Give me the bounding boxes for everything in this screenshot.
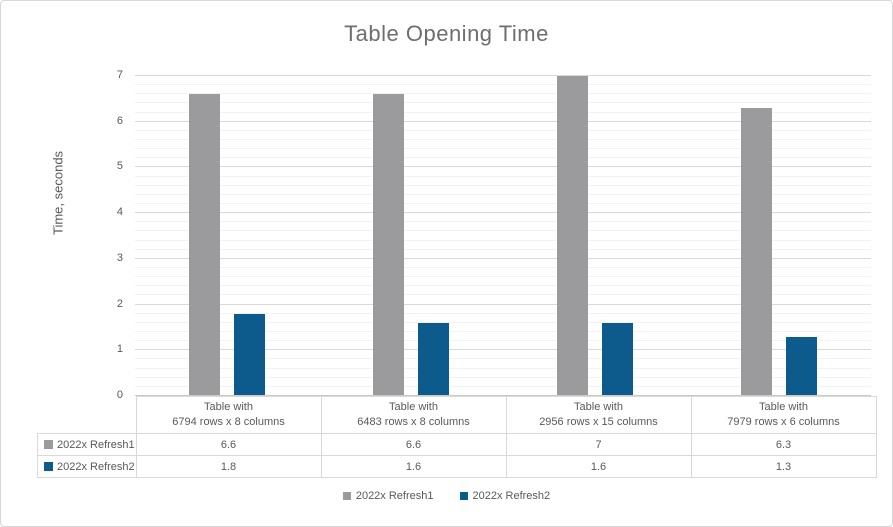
minor-gridline (135, 184, 871, 186)
data-table: Table with 6794 rows x 8 columns Table wit… (37, 396, 877, 478)
minor-gridline (135, 385, 871, 387)
category-line1: Table with (574, 401, 623, 413)
minor-gridline (135, 376, 871, 378)
bar-group (135, 76, 319, 396)
legend-item: 2022x Refresh1 (342, 490, 434, 502)
series-swatch-icon (44, 461, 53, 471)
category-line1: Table with (204, 401, 253, 413)
value-cell: 6.6 (135, 433, 322, 456)
minor-gridline (135, 285, 871, 287)
legend: 2022x Refresh1 2022x Refresh2 (1, 490, 892, 502)
table-header-row: Table with 6794 rows x 8 columns Table wit… (38, 396, 877, 434)
series-name: 2022x Refresh2 (57, 460, 135, 473)
series-row-header: 2022x Refresh2 (37, 455, 137, 478)
value-cell: 6.3 (690, 433, 877, 456)
bar-2022x-refresh2 (418, 322, 449, 396)
major-gridline (135, 257, 871, 259)
minor-gridline (135, 221, 871, 223)
bar-2022x-refresh2 (786, 336, 817, 396)
minor-gridline (135, 367, 871, 369)
major-gridline (135, 349, 871, 351)
category-line2: 2956 rows x 15 columns (539, 416, 658, 428)
category-line1: Table with (759, 401, 808, 413)
minor-gridline (135, 175, 871, 177)
y-tick-label: 2 (116, 297, 123, 310)
value-cell: 1.3 (690, 455, 877, 478)
minor-gridline (135, 312, 871, 314)
category-header-cell: Table with 6794 rows x 8 columns (135, 396, 322, 434)
bar-2022x-refresh1 (373, 94, 404, 396)
series-swatch-icon (44, 439, 53, 449)
y-axis-tick-labels: 0 1 2 3 4 5 6 7 (97, 69, 129, 401)
major-gridline (135, 120, 871, 122)
minor-gridline (135, 129, 871, 131)
minor-gridline (135, 276, 871, 278)
major-gridline (135, 212, 871, 214)
value-cell: 7 (505, 433, 692, 456)
minor-gridline (135, 111, 871, 113)
value-cell: 1.6 (505, 455, 692, 478)
chart-title: Table Opening Time (344, 21, 549, 46)
minor-gridline (135, 102, 871, 104)
series-name: 2022x Refresh1 (57, 438, 135, 451)
legend-item: 2022x Refresh2 (459, 490, 551, 502)
category-line2: 6483 rows x 8 columns (357, 416, 470, 428)
major-gridline (135, 166, 871, 168)
minor-gridline (135, 230, 871, 232)
minor-gridline (135, 321, 871, 323)
value-cell: 1.8 (135, 455, 322, 478)
minor-gridline (135, 139, 871, 140)
y-tick-label: 7 (116, 69, 123, 81)
y-tick-label: 5 (116, 160, 123, 173)
minor-gridline (135, 93, 871, 95)
value-cell: 6.6 (320, 433, 507, 456)
major-gridline (135, 75, 871, 76)
y-tick-label: 4 (116, 206, 123, 219)
plot-area (135, 75, 871, 396)
minor-gridline (135, 267, 871, 268)
y-tick-label: 6 (116, 114, 123, 127)
bar-2022x-refresh2 (602, 322, 633, 396)
y-tick-label: 1 (116, 343, 123, 356)
minor-gridline (135, 148, 871, 150)
legend-swatch-icon (342, 492, 351, 500)
minor-gridline (135, 331, 871, 332)
legend-swatch-icon (459, 492, 468, 500)
minor-gridline (135, 248, 871, 250)
bar-2022x-refresh1 (741, 108, 772, 396)
category-line2: 6794 rows x 8 columns (172, 416, 285, 428)
category-header-cell: Table with 6483 rows x 8 columns (320, 396, 507, 434)
bar-group (503, 76, 687, 396)
legend-label: 2022x Refresh2 (472, 490, 551, 502)
major-gridline (135, 303, 871, 305)
category-line2: 7979 rows x 6 columns (727, 416, 840, 428)
minor-gridline (135, 340, 871, 342)
x-axis-line (135, 395, 871, 396)
bar-2022x-refresh1 (557, 76, 588, 396)
minor-gridline (135, 358, 871, 360)
minor-gridline (135, 294, 871, 296)
table-blank-cell (38, 397, 137, 434)
minor-gridline (135, 203, 871, 204)
minor-gridline (135, 157, 871, 159)
y-tick-label: 3 (116, 251, 123, 264)
category-line1: Table with (389, 401, 438, 413)
bar-2022x-refresh1 (189, 94, 220, 396)
minor-gridline (135, 193, 871, 195)
y-axis-title-text: Time, seconds (50, 150, 66, 235)
table-row: 2022x Refresh2 1.8 1.6 1.6 1.3 (37, 455, 877, 478)
series-row-header: 2022x Refresh1 (37, 433, 137, 456)
minor-gridline (135, 239, 871, 241)
bar-2022x-refresh2 (234, 313, 265, 396)
category-header-cell: Table with 2956 rows x 15 columns (505, 396, 692, 434)
minor-gridline (135, 84, 871, 86)
legend-label: 2022x Refresh1 (355, 490, 434, 502)
bar-group (319, 76, 503, 396)
value-cell: 1.6 (320, 455, 507, 478)
category-header-cell: Table with 7979 rows x 6 columns (690, 396, 877, 434)
table-row: 2022x Refresh1 6.6 6.6 7 6.3 (37, 433, 877, 456)
y-tick-label: 0 (116, 389, 123, 401)
bar-group (687, 76, 871, 396)
